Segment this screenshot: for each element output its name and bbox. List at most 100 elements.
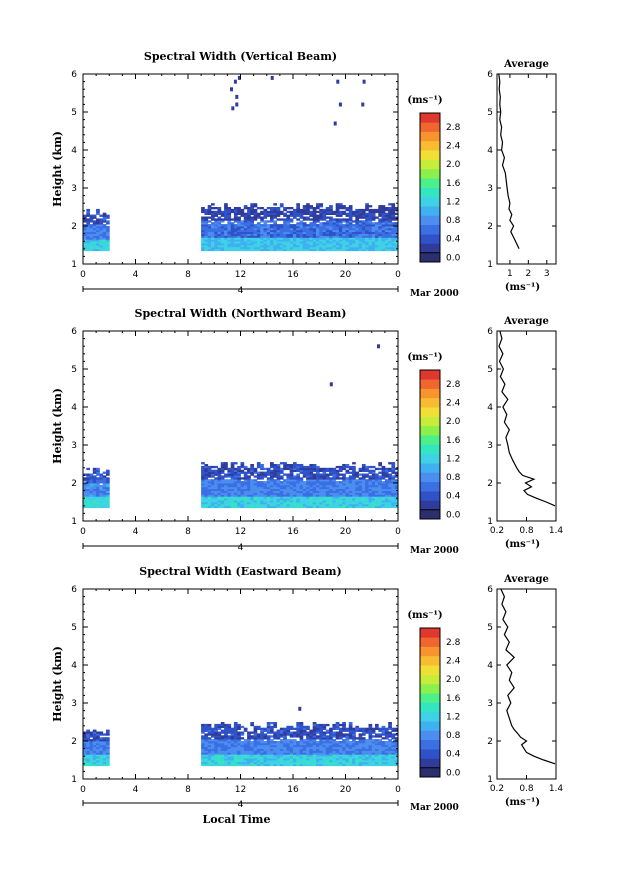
heatmap-cell [266, 492, 271, 495]
heatmap-cell [211, 212, 215, 215]
heatmap-cell [391, 727, 396, 730]
heatmap-cell [224, 248, 228, 252]
average-frame [496, 588, 557, 780]
heatmap-cell [342, 496, 346, 499]
heatmap-cell [348, 505, 353, 509]
heatmap-cell [201, 227, 205, 231]
heatmap-cell [92, 754, 97, 757]
heatmap-cell [243, 233, 248, 236]
heatmap-cell [365, 227, 369, 231]
heatmap-cell [237, 218, 241, 221]
heatmap-cell [306, 735, 310, 738]
heatmap-cell [270, 245, 274, 248]
heatmap-cell [224, 462, 228, 465]
heatmap-cell [250, 245, 254, 248]
heatmap-cell [273, 756, 277, 759]
heatmap-cell [384, 248, 389, 252]
heatmap-cell [279, 243, 284, 246]
heatmap-cell [381, 744, 386, 748]
heatmap-cell [83, 763, 87, 767]
heatmap-cell [83, 496, 87, 499]
heatmap-cell [260, 729, 264, 732]
heatmap-cell [348, 229, 353, 233]
average-y-tick-label: 6 [487, 70, 493, 80]
heatmap-cell [378, 502, 382, 505]
heatmap-cell [283, 727, 287, 730]
heatmap-cell [279, 496, 284, 499]
heatmap-cell [325, 483, 330, 486]
heatmap-cell [86, 473, 90, 476]
heatmap-cell [296, 488, 300, 491]
heatmap-cell [106, 758, 110, 761]
heatmap-cell [96, 733, 100, 736]
heatmap-cell [217, 210, 222, 214]
heatmap-cell [375, 498, 379, 501]
heatmap-cell [276, 763, 281, 767]
heatmap-cell [217, 488, 222, 491]
heatmap-cell [279, 754, 284, 757]
heatmap-cells [83, 706, 399, 767]
colorbar-swatch [420, 444, 440, 455]
heatmap-cell [289, 243, 294, 246]
heatmap-cell [263, 208, 268, 212]
heatmap-cell [96, 758, 100, 761]
heatmap-cell [250, 503, 254, 507]
heatmap-cell [214, 742, 218, 746]
heatmap-cell [388, 748, 392, 751]
heatmap-cell [247, 500, 251, 503]
heatmap-cell [329, 731, 333, 734]
heatmap-cell [345, 729, 350, 732]
heatmap-cell [233, 229, 238, 233]
heatmap-cell [263, 475, 268, 478]
heatmap-cell [92, 492, 97, 495]
heatmap-cell [283, 496, 287, 499]
heatmap-cell [283, 481, 287, 484]
heatmap-cell [233, 498, 238, 501]
heatmap-cell [302, 229, 307, 233]
heatmap-cell [335, 469, 340, 472]
heatmap-cell [201, 465, 205, 469]
heatmap-cell [322, 763, 327, 767]
heatmap-cell [322, 245, 327, 248]
heatmap-cell [217, 218, 222, 221]
heatmap-cell [233, 469, 238, 472]
colorbar-swatch [420, 758, 440, 768]
heatmap-cell [86, 241, 90, 244]
heatmap-cell [309, 494, 314, 497]
heatmap-cell [352, 754, 356, 757]
heatmap-cell [211, 483, 215, 486]
heatmap-cell [106, 498, 110, 501]
colorbar-swatch [420, 131, 440, 142]
heatmap-cell [368, 505, 373, 509]
heatmap-cell [391, 492, 396, 495]
heatmap-cell [96, 239, 100, 242]
heatmap-cell [348, 465, 353, 469]
heatmap-cell [289, 494, 294, 497]
heatmap-cell [296, 246, 300, 250]
heatmap-cell [338, 484, 343, 488]
heatmap-cell [296, 222, 300, 225]
heatmap-cell [233, 477, 238, 480]
heatmap-cell [302, 246, 307, 250]
heatmap-cell [92, 733, 97, 736]
heatmap-cell [240, 220, 245, 223]
heatmap-cell [368, 248, 373, 252]
heatmap-cell [266, 479, 271, 482]
heatmap-cell [102, 218, 107, 221]
heatmap-cell [338, 502, 343, 505]
heatmap-cell [375, 490, 379, 493]
heatmap-cell [224, 479, 228, 482]
heatmap-cell [299, 754, 304, 757]
heatmap-cell [309, 737, 314, 740]
heatmap-cell [211, 226, 215, 229]
heatmap-cell [325, 479, 330, 482]
heatmap-cell [388, 735, 392, 738]
heatmap-cell [342, 473, 346, 476]
heatmap-cell [319, 746, 323, 749]
heatmap-cell [361, 483, 366, 486]
heatmap-cell [381, 465, 386, 469]
heatmap-cell [240, 763, 245, 767]
heatmap-cell [240, 246, 245, 250]
heatmap-cell [96, 490, 100, 493]
heatmap-cell [250, 207, 254, 210]
